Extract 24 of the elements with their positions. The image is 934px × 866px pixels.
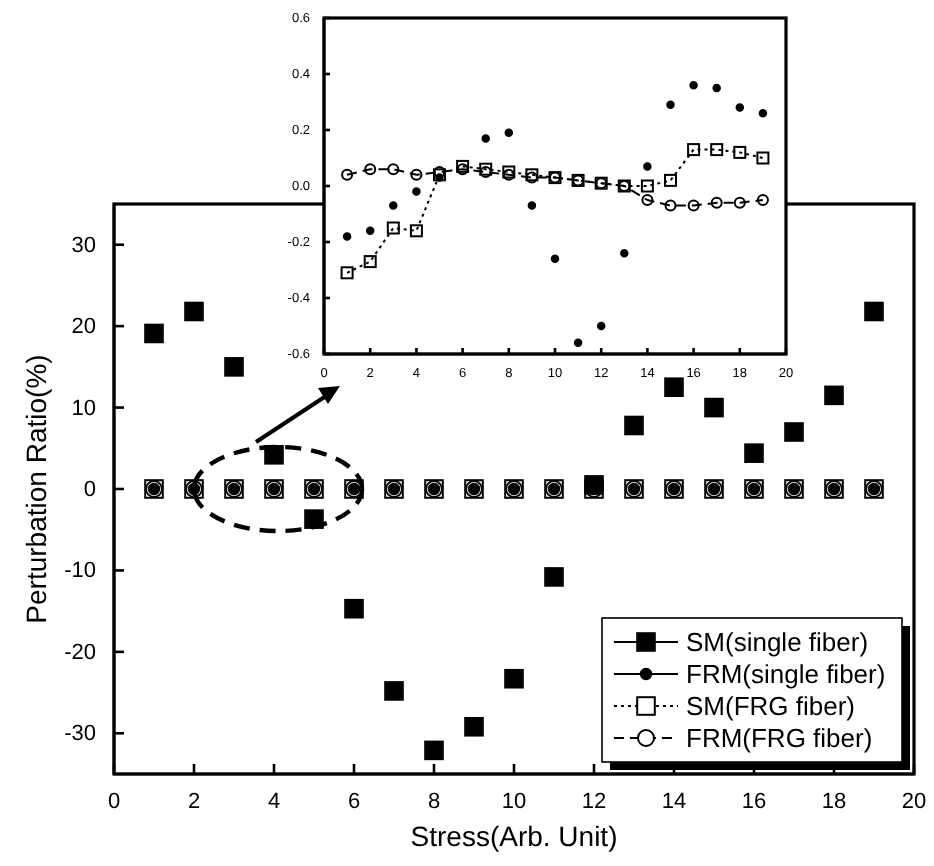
y-tick-label: -10 xyxy=(64,559,96,584)
x-tick-label: 14 xyxy=(661,789,687,814)
legend-label: SM(single fiber) xyxy=(686,627,869,657)
x-tick-label: 10 xyxy=(501,789,527,814)
x-tick-label: 16 xyxy=(741,789,767,814)
y-tick-label: 30 xyxy=(71,233,96,258)
y-tick-label: 0 xyxy=(83,478,96,503)
x-tick-label: 20 xyxy=(901,789,927,814)
x-tick-label: 18 xyxy=(821,789,847,814)
x-tick-label: 6 xyxy=(347,789,361,814)
x-tick-label: 12 xyxy=(581,789,607,814)
x-tick-label: 0 xyxy=(107,789,121,814)
y-tick-label: 10 xyxy=(71,396,96,421)
x-tick-label: 8 xyxy=(427,789,441,814)
y-axis-title: Perturbation Ratio(%) xyxy=(20,354,52,624)
y-tick-label: -30 xyxy=(64,722,96,747)
legend-label: FRM(single fiber) xyxy=(686,659,886,689)
x-axis-title: Stress(Arb. Unit) xyxy=(410,820,618,852)
y-tick-label: -20 xyxy=(64,640,96,665)
legend-label: SM(FRG fiber) xyxy=(686,691,855,721)
x-tick-label: 4 xyxy=(267,789,281,814)
y-tick-label: 20 xyxy=(71,315,96,340)
legend-label: FRM(FRG fiber) xyxy=(686,723,873,753)
x-tick-label: 2 xyxy=(187,789,201,814)
